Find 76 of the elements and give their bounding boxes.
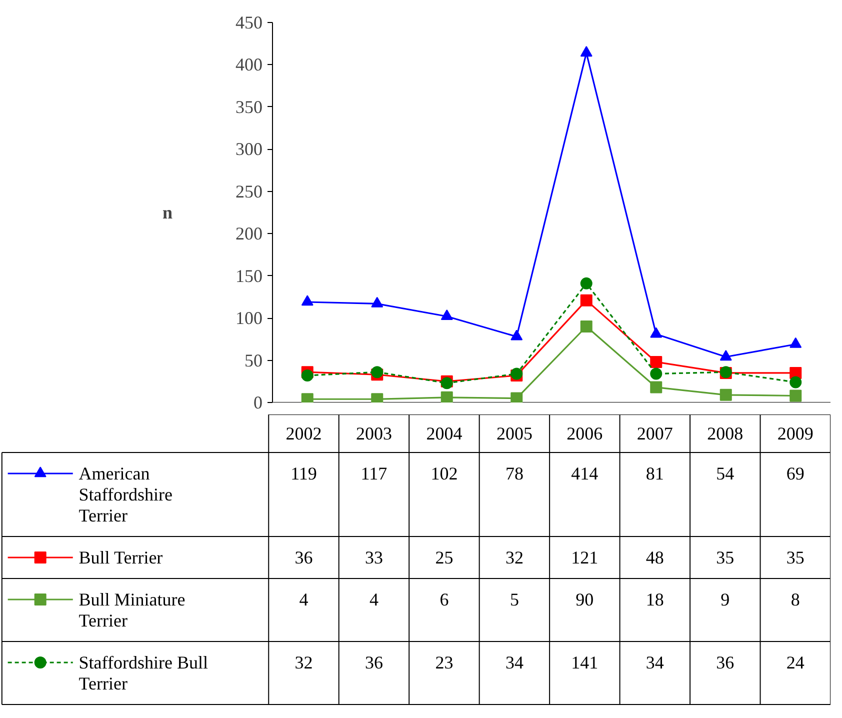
data-label: 24	[786, 652, 804, 672]
data-label: 8	[790, 590, 800, 610]
y-tick-label: 300	[236, 139, 262, 160]
data-label: 48	[646, 548, 664, 568]
y-tick-label: 450	[236, 12, 262, 32]
point	[301, 295, 314, 306]
x-tick-label: 2007	[636, 424, 673, 444]
data-label: 117	[360, 464, 388, 484]
data-label: 90	[576, 590, 594, 610]
point	[371, 296, 384, 308]
x-tick-label: 2008	[707, 424, 744, 444]
data-label: 121	[571, 548, 598, 568]
y-tick-label: 0	[254, 392, 262, 412]
x-tick-label: 2004	[426, 424, 462, 444]
x-tick-label: 2006	[566, 424, 603, 444]
data-label: 102	[430, 464, 458, 484]
data-label: 34	[505, 652, 524, 672]
legend-label: Bull Terrier	[78, 548, 163, 568]
y-tick-label: 400	[236, 54, 262, 75]
point	[720, 350, 732, 361]
point	[650, 368, 662, 380]
data-label: 81	[646, 464, 664, 484]
data-label: 32	[294, 652, 313, 672]
data-label: 141	[571, 652, 598, 672]
data-label: 6	[440, 590, 449, 610]
legend-label: American Staffordshire Terrier	[78, 464, 172, 526]
point	[790, 390, 802, 402]
x-tick-label: 2002	[286, 424, 322, 444]
data-label: 34	[646, 652, 664, 672]
point	[650, 327, 662, 338]
data-label: 78	[505, 464, 524, 484]
data-label: 36	[716, 652, 734, 672]
point	[301, 369, 314, 382]
point	[790, 337, 802, 348]
data-label: 25	[435, 548, 454, 568]
y-tick-label: 100	[236, 308, 262, 328]
data-label: 69	[786, 464, 804, 484]
point	[580, 46, 592, 57]
point	[790, 376, 802, 388]
point	[580, 320, 592, 332]
data-label: 33	[364, 548, 383, 568]
legend-label: Bull Miniature Terrier	[78, 590, 186, 630]
y-axis-title: n	[162, 202, 173, 222]
data-label: 36	[294, 548, 313, 568]
point	[580, 277, 592, 290]
data-label: 119	[290, 464, 317, 484]
data-label: 35	[716, 548, 734, 568]
y-tick-label: 350	[236, 96, 262, 117]
point	[720, 388, 732, 401]
x-tick-label: 2009	[777, 424, 814, 444]
x-tick-label: 2003	[356, 424, 392, 444]
data-label: 35	[786, 548, 804, 568]
y-tick-label: 250	[236, 181, 262, 202]
point	[650, 381, 662, 394]
y-tick-label: 200	[236, 224, 262, 244]
data-label: 414	[571, 464, 598, 484]
point	[650, 356, 662, 368]
data-label: 9	[720, 590, 730, 610]
y-tick-label: 150	[236, 266, 262, 286]
point	[510, 392, 523, 402]
data-label: 4	[299, 590, 308, 610]
data-label: 36	[364, 652, 383, 672]
point	[580, 294, 592, 306]
data-label: 23	[435, 652, 454, 672]
data-label: 5	[510, 590, 519, 610]
data-label: 32	[505, 548, 524, 568]
data-label: 4	[369, 590, 378, 610]
point	[440, 310, 453, 320]
point	[371, 366, 384, 378]
point	[510, 330, 523, 340]
data-label: 18	[646, 590, 664, 610]
data-label: 54	[716, 464, 734, 484]
y-tick-label: 50	[244, 350, 262, 370]
x-tick-label: 2005	[496, 424, 532, 444]
point	[440, 391, 453, 402]
legend-label: Staffordshire Bull Terrier	[78, 652, 208, 694]
